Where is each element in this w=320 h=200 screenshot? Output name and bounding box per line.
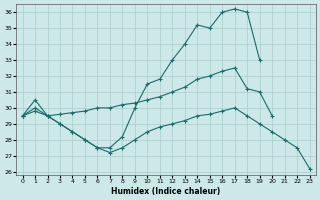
X-axis label: Humidex (Indice chaleur): Humidex (Indice chaleur): [111, 187, 221, 196]
